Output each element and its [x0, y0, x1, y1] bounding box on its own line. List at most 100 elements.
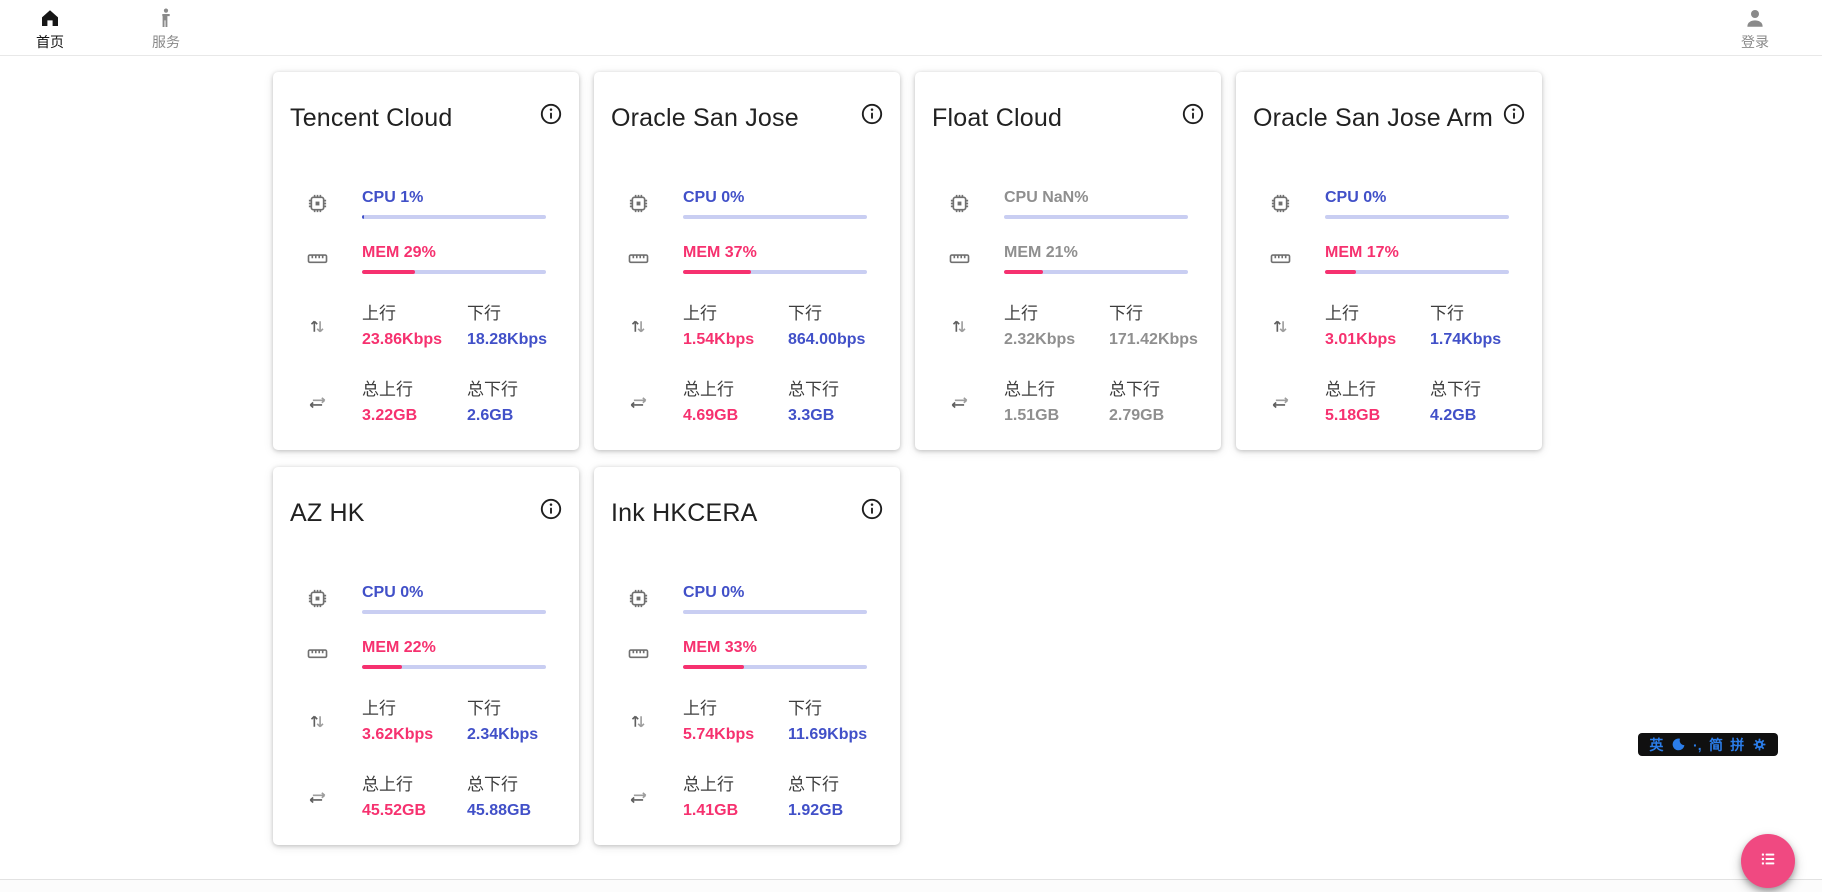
total-columns: 总上行 4.69GB 总下行 3.3GB: [683, 378, 883, 426]
download-column: 下行 18.28Kbps: [467, 302, 562, 350]
total-download-column: 总下行 45.88GB: [467, 773, 562, 821]
total-download-label: 总下行: [788, 775, 839, 794]
server-stats: CPU 0% MEM 33%: [594, 583, 900, 821]
info-icon[interactable]: [539, 102, 563, 126]
total-download-column: 总下行 2.79GB: [1109, 378, 1204, 426]
cpu-usage-label: CPU 1%: [362, 189, 424, 206]
mem-meter: MEM 29%: [362, 243, 546, 274]
cpu-progress-bar: [683, 215, 867, 219]
total-upload-value: 3.22GB: [362, 407, 418, 424]
speed-row: 上行 3.01Kbps 下行 1.74Kbps: [1236, 302, 1542, 350]
cpu-chip-icon: [594, 587, 683, 610]
nav-item-services[interactable]: 服务: [138, 6, 194, 52]
download-column: 下行 171.42Kbps: [1109, 302, 1204, 350]
upload-column: 上行 3.62Kbps: [362, 697, 467, 745]
info-icon[interactable]: [860, 497, 884, 521]
mem-usage-label: MEM 22%: [362, 639, 436, 656]
info-icon[interactable]: [1181, 102, 1205, 126]
server-card: AZ HK CPU 0%: [273, 467, 579, 845]
server-name: Oracle San Jose: [611, 104, 799, 132]
up-down-arrows-icon: [273, 710, 362, 733]
mem-progress-fill: [683, 665, 744, 669]
upload-value: 3.62Kbps: [362, 726, 434, 743]
mem-row: MEM 33%: [594, 638, 900, 669]
ime-punctuation-toggle[interactable]: ·,: [1693, 736, 1702, 753]
mem-usage-label: MEM 37%: [683, 244, 757, 261]
nav-item-label: 服务: [152, 34, 180, 50]
download-value: 2.34Kbps: [467, 726, 539, 743]
total-download-value: 45.88GB: [467, 802, 532, 819]
gear-icon[interactable]: [1752, 737, 1767, 752]
mem-row: MEM 17%: [1236, 243, 1542, 274]
speed-row: 上行 1.54Kbps 下行 864.00bps: [594, 302, 900, 350]
server-stats: CPU 0% MEM 22%: [273, 583, 579, 821]
mem-row: MEM 21%: [915, 243, 1221, 274]
info-icon[interactable]: [1502, 102, 1526, 126]
mem-progress-fill: [683, 270, 752, 274]
total-upload-column: 总上行 45.52GB: [362, 773, 467, 821]
ime-simplified-toggle[interactable]: 简: [1708, 736, 1723, 753]
server-card: Oracle San Jose CPU: [594, 72, 900, 450]
up-down-arrows-icon: [273, 315, 362, 338]
info-icon[interactable]: [860, 102, 884, 126]
server-name: Oracle San Jose Arm: [1253, 104, 1494, 132]
cpu-usage-label: CPU 0%: [362, 584, 424, 601]
ime-pinyin-toggle[interactable]: 拼: [1730, 736, 1745, 753]
upload-label: 上行: [1004, 304, 1038, 323]
memory-ruler-icon: [1236, 247, 1325, 270]
info-icon[interactable]: [539, 497, 563, 521]
nav-item-login[interactable]: 登录: [1727, 6, 1783, 52]
crescent-moon-icon[interactable]: [1671, 737, 1686, 752]
up-down-arrows-icon: [1236, 315, 1325, 338]
footer-divider: [0, 879, 1822, 892]
total-row: 总上行 1.51GB 总下行 2.79GB: [915, 378, 1221, 426]
cpu-usage-label: CPU 0%: [1325, 189, 1387, 206]
speed-row: 上行 2.32Kbps 下行 171.42Kbps: [915, 302, 1221, 350]
download-value: 11.69Kbps: [788, 726, 868, 743]
total-upload-column: 总上行 5.18GB: [1325, 378, 1430, 426]
total-upload-column: 总上行 1.51GB: [1004, 378, 1109, 426]
mem-progress-bar: [1004, 270, 1188, 274]
cpu-row: CPU 0%: [594, 583, 900, 614]
person-icon: [1727, 6, 1783, 30]
man-icon: [138, 6, 194, 30]
ime-language-toggle[interactable]: 英: [1649, 736, 1664, 753]
download-label: 下行: [1109, 304, 1143, 323]
card-header: Oracle San Jose Arm: [1236, 72, 1542, 134]
upload-label: 上行: [362, 699, 396, 718]
download-column: 下行 11.69Kbps: [788, 697, 883, 745]
download-column: 下行 1.74Kbps: [1430, 302, 1525, 350]
server-card: Oracle San Jose Arm: [1236, 72, 1542, 450]
swap-arrows-icon: [273, 391, 362, 414]
upload-column: 上行 23.86Kbps: [362, 302, 467, 350]
cpu-meter: CPU 0%: [683, 188, 867, 219]
mem-progress-bar: [362, 270, 546, 274]
cpu-row: CPU 0%: [1236, 188, 1542, 219]
cpu-progress-fill: [362, 215, 364, 219]
download-label: 下行: [467, 699, 501, 718]
server-card: Ink HKCERA CPU 0%: [594, 467, 900, 845]
speed-columns: 上行 3.62Kbps 下行 2.34Kbps: [362, 697, 562, 745]
cpu-meter: CPU 0%: [683, 583, 867, 614]
mem-progress-bar: [683, 665, 867, 669]
total-columns: 总上行 1.51GB 总下行 2.79GB: [1004, 378, 1204, 426]
card-header: AZ HK: [273, 467, 579, 529]
nav-item-label: 首页: [36, 34, 64, 50]
server-name: Float Cloud: [932, 104, 1063, 132]
nav-item-label: 登录: [1741, 34, 1769, 50]
cpu-usage-label: CPU 0%: [683, 189, 745, 206]
download-label: 下行: [467, 304, 501, 323]
download-label: 下行: [788, 304, 822, 323]
card-header: Ink HKCERA: [594, 467, 900, 529]
mem-usage-label: MEM 33%: [683, 639, 757, 656]
cpu-chip-icon: [594, 192, 683, 215]
speed-row: 上行 23.86Kbps 下行 18.28Kbps: [273, 302, 579, 350]
total-row: 总上行 5.18GB 总下行 4.2GB: [1236, 378, 1542, 426]
server-list-fab[interactable]: [1741, 834, 1795, 888]
server-card: Float Cloud CPU NaN: [915, 72, 1221, 450]
nav-item-home[interactable]: 首页: [22, 6, 78, 52]
upload-label: 上行: [1325, 304, 1359, 323]
cpu-row: CPU 0%: [594, 188, 900, 219]
server-card: Tencent Cloud CPU 1: [273, 72, 579, 450]
cpu-usage-label: CPU 0%: [683, 584, 745, 601]
